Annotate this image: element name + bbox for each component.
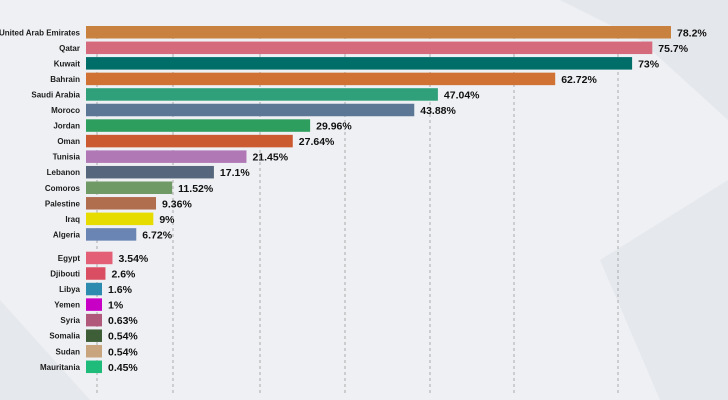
bar bbox=[86, 267, 106, 280]
category-label: Qatar bbox=[59, 44, 80, 53]
category-label: Kuwait bbox=[54, 59, 81, 68]
value-label: 2.6% bbox=[111, 269, 136, 281]
value-label: 75.7% bbox=[658, 43, 688, 55]
value-label: 9.36% bbox=[162, 198, 192, 210]
value-label: 0.45% bbox=[108, 362, 138, 374]
value-label: 1.6% bbox=[108, 284, 133, 296]
bar bbox=[86, 165, 214, 179]
category-label: Bahrain bbox=[50, 75, 80, 84]
value-label: 62.72% bbox=[561, 74, 597, 86]
value-label: 0.54% bbox=[108, 346, 138, 358]
category-label: Algeria bbox=[53, 230, 81, 239]
bar bbox=[86, 88, 438, 101]
bar bbox=[86, 103, 415, 117]
category-label: Moroco bbox=[51, 106, 80, 115]
category-label: Lebanon bbox=[47, 168, 80, 177]
value-label: 17.1% bbox=[220, 167, 250, 179]
bar bbox=[86, 72, 556, 86]
category-label: Oman bbox=[57, 137, 80, 146]
bar bbox=[86, 345, 102, 358]
category-label: Syria bbox=[60, 316, 80, 325]
value-label: 27.64% bbox=[299, 136, 335, 148]
value-label: 78.2% bbox=[677, 27, 707, 39]
bar bbox=[86, 41, 653, 55]
bar bbox=[86, 228, 137, 241]
category-label: Somalia bbox=[49, 332, 80, 341]
value-label: 21.45% bbox=[252, 152, 288, 164]
value-label: 6.72% bbox=[142, 229, 172, 241]
value-label: 3.54% bbox=[118, 253, 148, 265]
bar bbox=[86, 197, 157, 210]
bar bbox=[86, 251, 113, 265]
category-label: Yemen bbox=[54, 301, 80, 310]
value-label: 11.52% bbox=[178, 183, 214, 195]
bar bbox=[86, 313, 102, 327]
category-label: Tunisia bbox=[53, 153, 81, 162]
labels: United Arab Emirates 78.2% Qatar 75.7% Kuwai… bbox=[0, 27, 707, 374]
category-label: United Arab Emirates bbox=[0, 28, 81, 37]
value-label: 1% bbox=[108, 300, 124, 312]
category-label: Egypt bbox=[58, 254, 81, 263]
value-label: 73% bbox=[638, 58, 660, 70]
value-label: 9% bbox=[159, 214, 175, 226]
bar bbox=[86, 282, 102, 296]
bar bbox=[86, 360, 102, 374]
bar bbox=[86, 26, 671, 39]
bar bbox=[86, 119, 311, 132]
value-label: 47.04% bbox=[444, 89, 480, 101]
bar bbox=[86, 57, 633, 70]
bar bbox=[86, 150, 247, 163]
value-label: 29.96% bbox=[316, 121, 352, 133]
category-label: Mauritania bbox=[40, 363, 81, 372]
value-label: 43.88% bbox=[420, 105, 456, 117]
value-label: 0.54% bbox=[108, 331, 138, 343]
category-label: Libya bbox=[59, 285, 80, 294]
category-label: Palestine bbox=[45, 199, 81, 208]
bar bbox=[86, 298, 102, 311]
value-label: 0.63% bbox=[108, 315, 138, 327]
bars bbox=[86, 26, 671, 374]
bar bbox=[86, 212, 154, 226]
category-label: Sudan bbox=[56, 347, 81, 356]
bar bbox=[86, 329, 102, 342]
bar bbox=[86, 134, 293, 148]
bar bbox=[86, 181, 173, 194]
category-label: Iraq bbox=[65, 215, 80, 224]
category-label: Jordan bbox=[53, 122, 80, 131]
category-label: Saudi Arabia bbox=[31, 90, 80, 99]
category-label: Comoros bbox=[45, 184, 81, 193]
category-label: Djibouti bbox=[50, 270, 80, 279]
